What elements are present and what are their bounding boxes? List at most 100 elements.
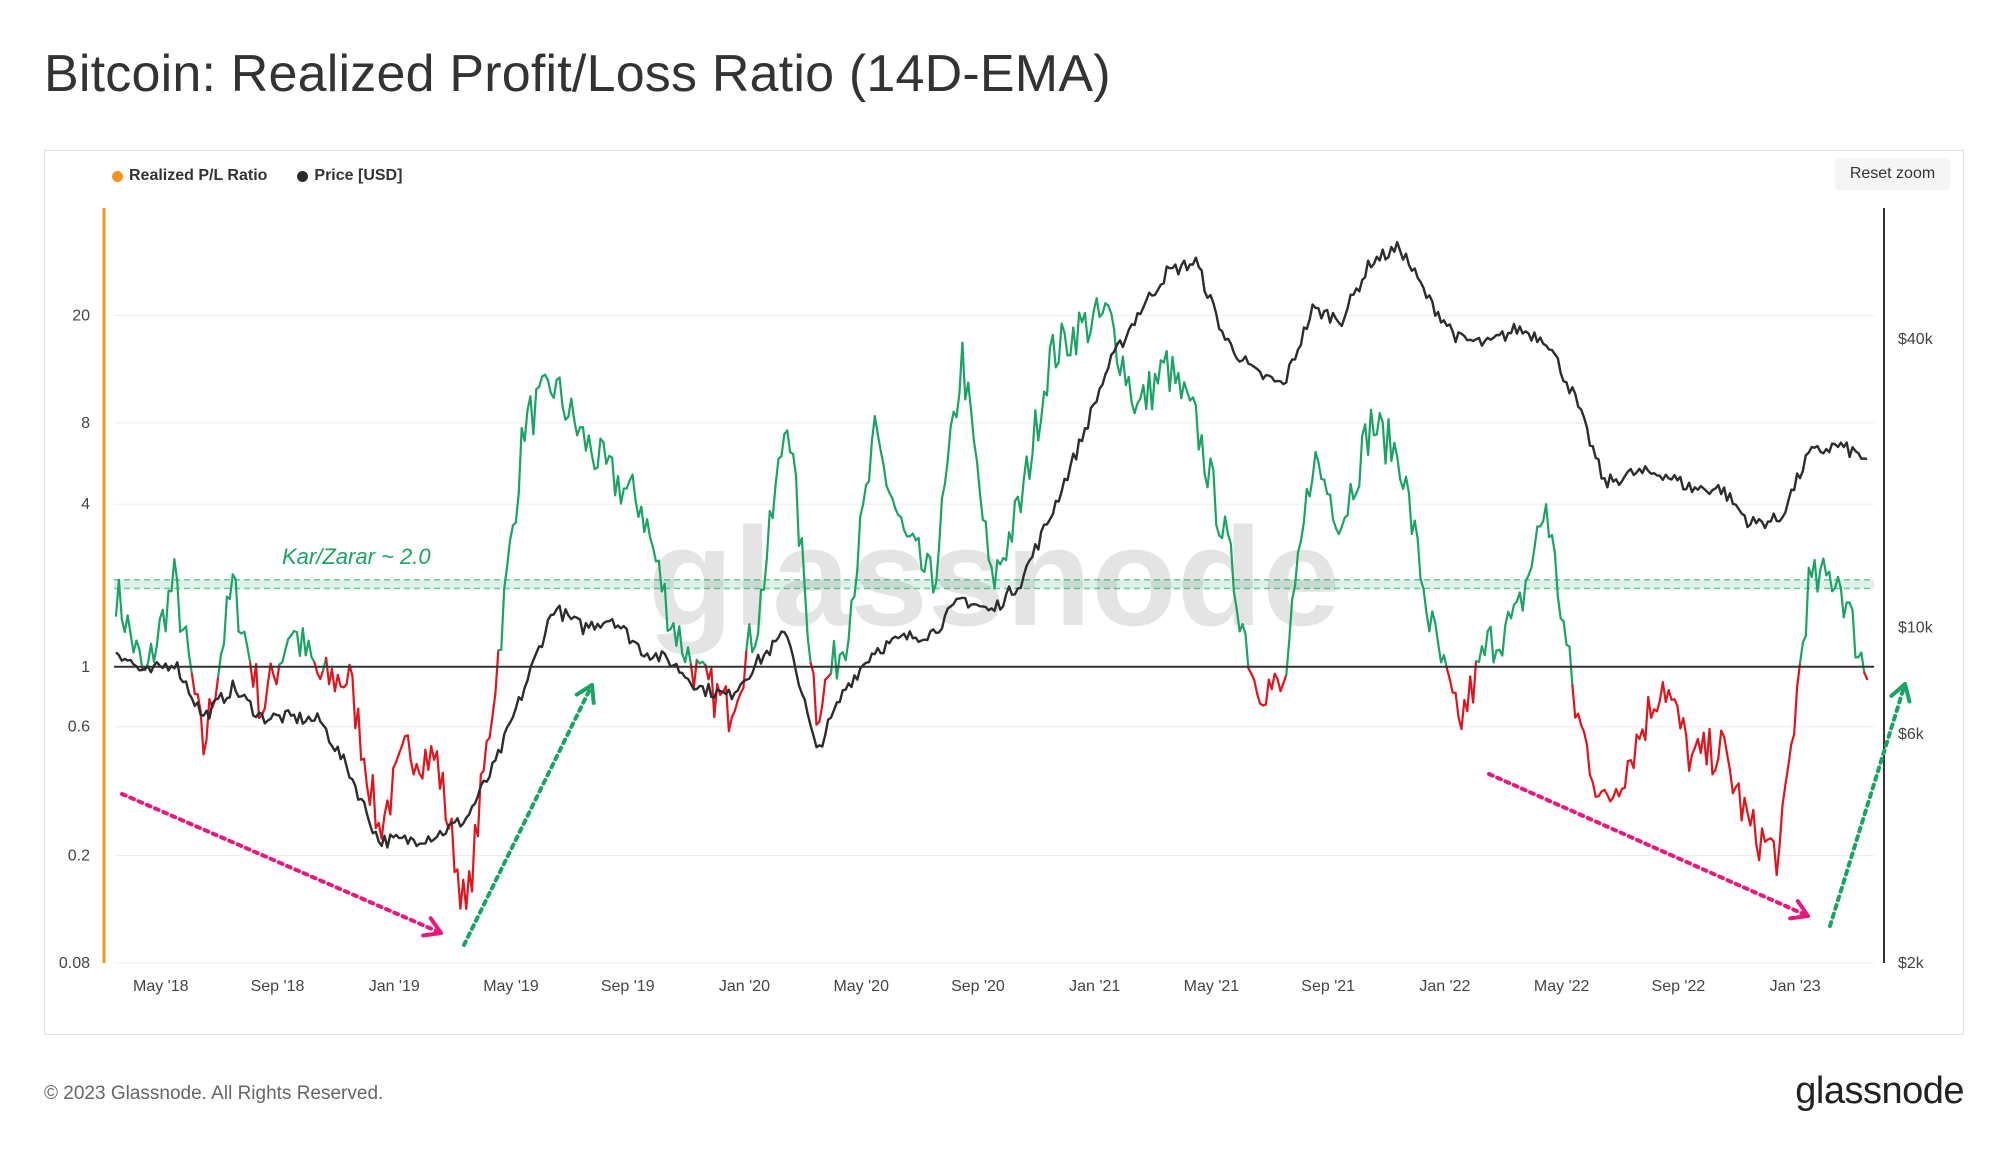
ratio-segment-193 bbox=[678, 625, 684, 655]
ratio-segment-394 bbox=[1264, 678, 1270, 706]
ratio-segment-255 bbox=[859, 502, 865, 518]
ratio-segment-212 bbox=[733, 699, 739, 713]
ratio-segment-399 bbox=[1279, 682, 1285, 693]
ratio-segment-557 bbox=[1740, 796, 1746, 822]
ratio-segment-81 bbox=[351, 674, 357, 730]
ratio-segment-452 bbox=[1434, 621, 1440, 644]
copyright-footer: © 2023 Glassnode. All Rights Reserved. bbox=[44, 1083, 384, 1104]
ratio-segment-380 bbox=[1223, 515, 1230, 536]
ratio-segment-34 bbox=[214, 675, 220, 702]
ratio-segment-156 bbox=[570, 397, 576, 421]
ratio-segment-282 bbox=[937, 497, 944, 549]
ratio-segment-284 bbox=[943, 458, 949, 486]
glassnode-logo: glassnode bbox=[1795, 1070, 1964, 1112]
ratio-segment-117 bbox=[456, 868, 462, 910]
uptrend-arrow-2023-shaft bbox=[1828, 682, 1907, 928]
ratio-segment-266 bbox=[891, 497, 897, 510]
ratio-segment-411 bbox=[1314, 450, 1320, 464]
ratio-segment-498 bbox=[1568, 645, 1574, 686]
ratio-segment-333 bbox=[1086, 329, 1092, 344]
ratio-segment-235 bbox=[800, 537, 806, 590]
ratio-segment-210 bbox=[727, 716, 733, 733]
ratio-segment-310 bbox=[1019, 479, 1025, 514]
ratio-segment-357 bbox=[1156, 359, 1162, 385]
band-annotation: Kar/Zarar ~ 2.0 bbox=[282, 544, 431, 569]
ratio-segment-485 bbox=[1530, 547, 1536, 569]
ratio-segment-237 bbox=[806, 636, 812, 664]
ratio-segment-138 bbox=[517, 427, 523, 495]
ratio-segment-448 bbox=[1422, 587, 1428, 614]
downtrend-arrow-2018-head bbox=[421, 916, 443, 938]
ratio-segment-467 bbox=[1477, 645, 1483, 664]
right-tick-label-3: $40k bbox=[1898, 331, 1934, 348]
ratio-segment-150 bbox=[552, 378, 558, 399]
ratio-segment-218 bbox=[751, 644, 757, 654]
ratio-segment-439 bbox=[1396, 455, 1402, 481]
ratio-segment-370 bbox=[1194, 404, 1200, 451]
ratio-segment-39 bbox=[228, 573, 234, 601]
ratio-segment-361 bbox=[1168, 355, 1174, 392]
ratio-segment-548 bbox=[1714, 757, 1720, 771]
chart-frame bbox=[44, 150, 1964, 1035]
ratio-segment-347 bbox=[1127, 375, 1133, 404]
page-title: Bitcoin: Realized Profit/Loss Ratio (14D… bbox=[44, 45, 1111, 103]
ratio-segment-315 bbox=[1034, 409, 1040, 442]
ratio-segment-432 bbox=[1375, 412, 1381, 436]
right-tick-label-0: $2k bbox=[1898, 955, 1925, 972]
ratio-segment-524 bbox=[1644, 695, 1650, 742]
ratio-segment-406 bbox=[1299, 521, 1305, 542]
ratio-segment-577 bbox=[1798, 641, 1805, 665]
ratio-segment-21 bbox=[176, 580, 182, 633]
ratio-segment-162 bbox=[587, 434, 593, 456]
legend-item-ratio[interactable]: Realized P/L Ratio bbox=[112, 167, 267, 185]
ratio-segment-172 bbox=[616, 475, 623, 505]
ratio-segment-294 bbox=[972, 440, 979, 463]
ratio-segment-314 bbox=[1031, 409, 1037, 456]
ratio-segment-246 bbox=[832, 639, 838, 680]
ratio-segment-35 bbox=[217, 652, 223, 678]
ratio-segment-258 bbox=[867, 439, 874, 483]
ratio-segment-290 bbox=[961, 341, 967, 401]
legend-dot-ratio bbox=[112, 170, 123, 182]
ratio-segment-582 bbox=[1813, 559, 1819, 593]
ratio-segment-414 bbox=[1323, 478, 1329, 495]
ratio-segment-251 bbox=[847, 599, 853, 642]
ratio-segment-504 bbox=[1585, 743, 1591, 776]
reset-zoom-button[interactable]: Reset zoom bbox=[1835, 158, 1950, 190]
ratio-segment-168 bbox=[605, 454, 611, 465]
ratio-segment-270 bbox=[902, 528, 909, 538]
ratio-segment-132 bbox=[500, 588, 506, 651]
ratio-segment-469 bbox=[1483, 629, 1489, 657]
x-tick-label-5: Jan '20 bbox=[719, 978, 770, 995]
ratio-segment-85 bbox=[362, 757, 369, 788]
ratio-segment-362 bbox=[1171, 355, 1177, 385]
ratio-segment-515 bbox=[1617, 787, 1624, 798]
ratio-segment-133 bbox=[503, 565, 509, 591]
ratio-segment-44 bbox=[243, 630, 249, 648]
legend-item-price[interactable]: Price [USD] bbox=[297, 167, 402, 185]
price-line bbox=[115, 240, 1868, 849]
ratio-segment-261 bbox=[876, 432, 882, 452]
ratio-segment-7 bbox=[135, 639, 141, 651]
ratio-segment-267 bbox=[894, 507, 900, 516]
ratio-segment-501 bbox=[1577, 712, 1583, 727]
ratio-segment-475 bbox=[1501, 624, 1507, 657]
ratio-segment-402 bbox=[1288, 598, 1294, 642]
ratio-segment-549 bbox=[1717, 729, 1723, 760]
ratio-segment-575 bbox=[1793, 686, 1799, 736]
ratio-segment-594 bbox=[1848, 601, 1854, 612]
ratio-segment-450 bbox=[1428, 610, 1434, 633]
ratio-segment-64 bbox=[301, 627, 307, 657]
ratio-segment-152 bbox=[558, 376, 564, 408]
ratio-segment-48 bbox=[254, 663, 261, 720]
ratio-segment-219 bbox=[754, 632, 760, 648]
ratio-segment-51 bbox=[263, 683, 269, 710]
ratio-segment-75 bbox=[333, 673, 339, 693]
ratio-segment-438 bbox=[1393, 441, 1399, 458]
ratio-segment-404 bbox=[1293, 551, 1300, 587]
ratio-segment-355 bbox=[1150, 372, 1157, 411]
ratio-segment-177 bbox=[631, 473, 637, 501]
ratio-segment-416 bbox=[1329, 493, 1335, 521]
ratio-segment-398 bbox=[1276, 678, 1282, 693]
